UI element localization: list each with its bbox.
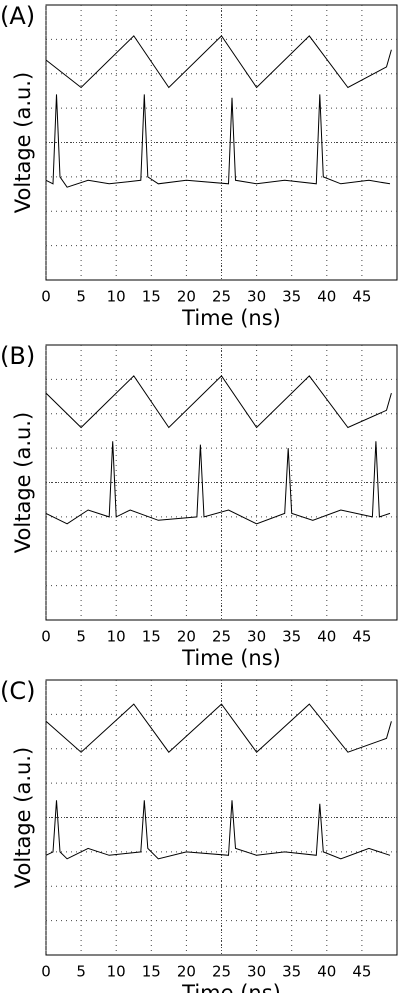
y-axis-label: Voltage (a.u.) [11, 412, 35, 553]
y-axis-label: Voltage (a.u.) [11, 72, 35, 213]
trace [45, 94, 391, 188]
x-axis-label: Time (ns) [181, 306, 281, 330]
x-tick-label: 40 [317, 628, 336, 646]
x-tick-label: 20 [177, 288, 196, 306]
x-axis-label: Time (ns) [181, 981, 281, 993]
trace [45, 35, 392, 89]
x-tick-label: 35 [282, 288, 301, 306]
x-tick-label: 0 [41, 628, 51, 646]
x-tick-label: 0 [41, 963, 51, 981]
x-tick-label: 10 [107, 628, 126, 646]
panel-label: (B) [0, 342, 35, 370]
x-tick-label: 5 [76, 288, 86, 306]
x-tick-label: 25 [212, 288, 231, 306]
x-tick-label: 15 [142, 628, 161, 646]
x-tick-label: 20 [177, 963, 196, 981]
x-tick-label: 0 [41, 288, 51, 306]
x-tick-label: 45 [352, 963, 371, 981]
y-axis-label: Voltage (a.u.) [11, 747, 35, 888]
panel-label: (A) [0, 2, 35, 30]
trace [45, 375, 392, 429]
x-tick-label: 15 [142, 963, 161, 981]
x-tick-label: 35 [282, 628, 301, 646]
x-tick-label: 10 [107, 288, 126, 306]
panel-label: (C) [0, 677, 35, 705]
trace [45, 441, 391, 525]
x-tick-label: 30 [247, 963, 266, 981]
x-tick-label: 30 [247, 288, 266, 306]
x-tick-label: 45 [352, 288, 371, 306]
x-tick-label: 5 [76, 628, 86, 646]
trace [45, 800, 391, 860]
x-tick-label: 10 [107, 963, 126, 981]
x-tick-label: 40 [317, 288, 336, 306]
x-tick-label: 25 [212, 963, 231, 981]
x-tick-label: 5 [76, 963, 86, 981]
x-tick-label: 15 [142, 288, 161, 306]
x-tick-label: 35 [282, 963, 301, 981]
x-axis-label: Time (ns) [181, 646, 281, 670]
x-tick-label: 45 [352, 628, 371, 646]
x-tick-label: 30 [247, 628, 266, 646]
x-tick-label: 20 [177, 628, 196, 646]
trace [45, 703, 392, 753]
x-tick-label: 40 [317, 963, 336, 981]
x-tick-label: 25 [212, 628, 231, 646]
